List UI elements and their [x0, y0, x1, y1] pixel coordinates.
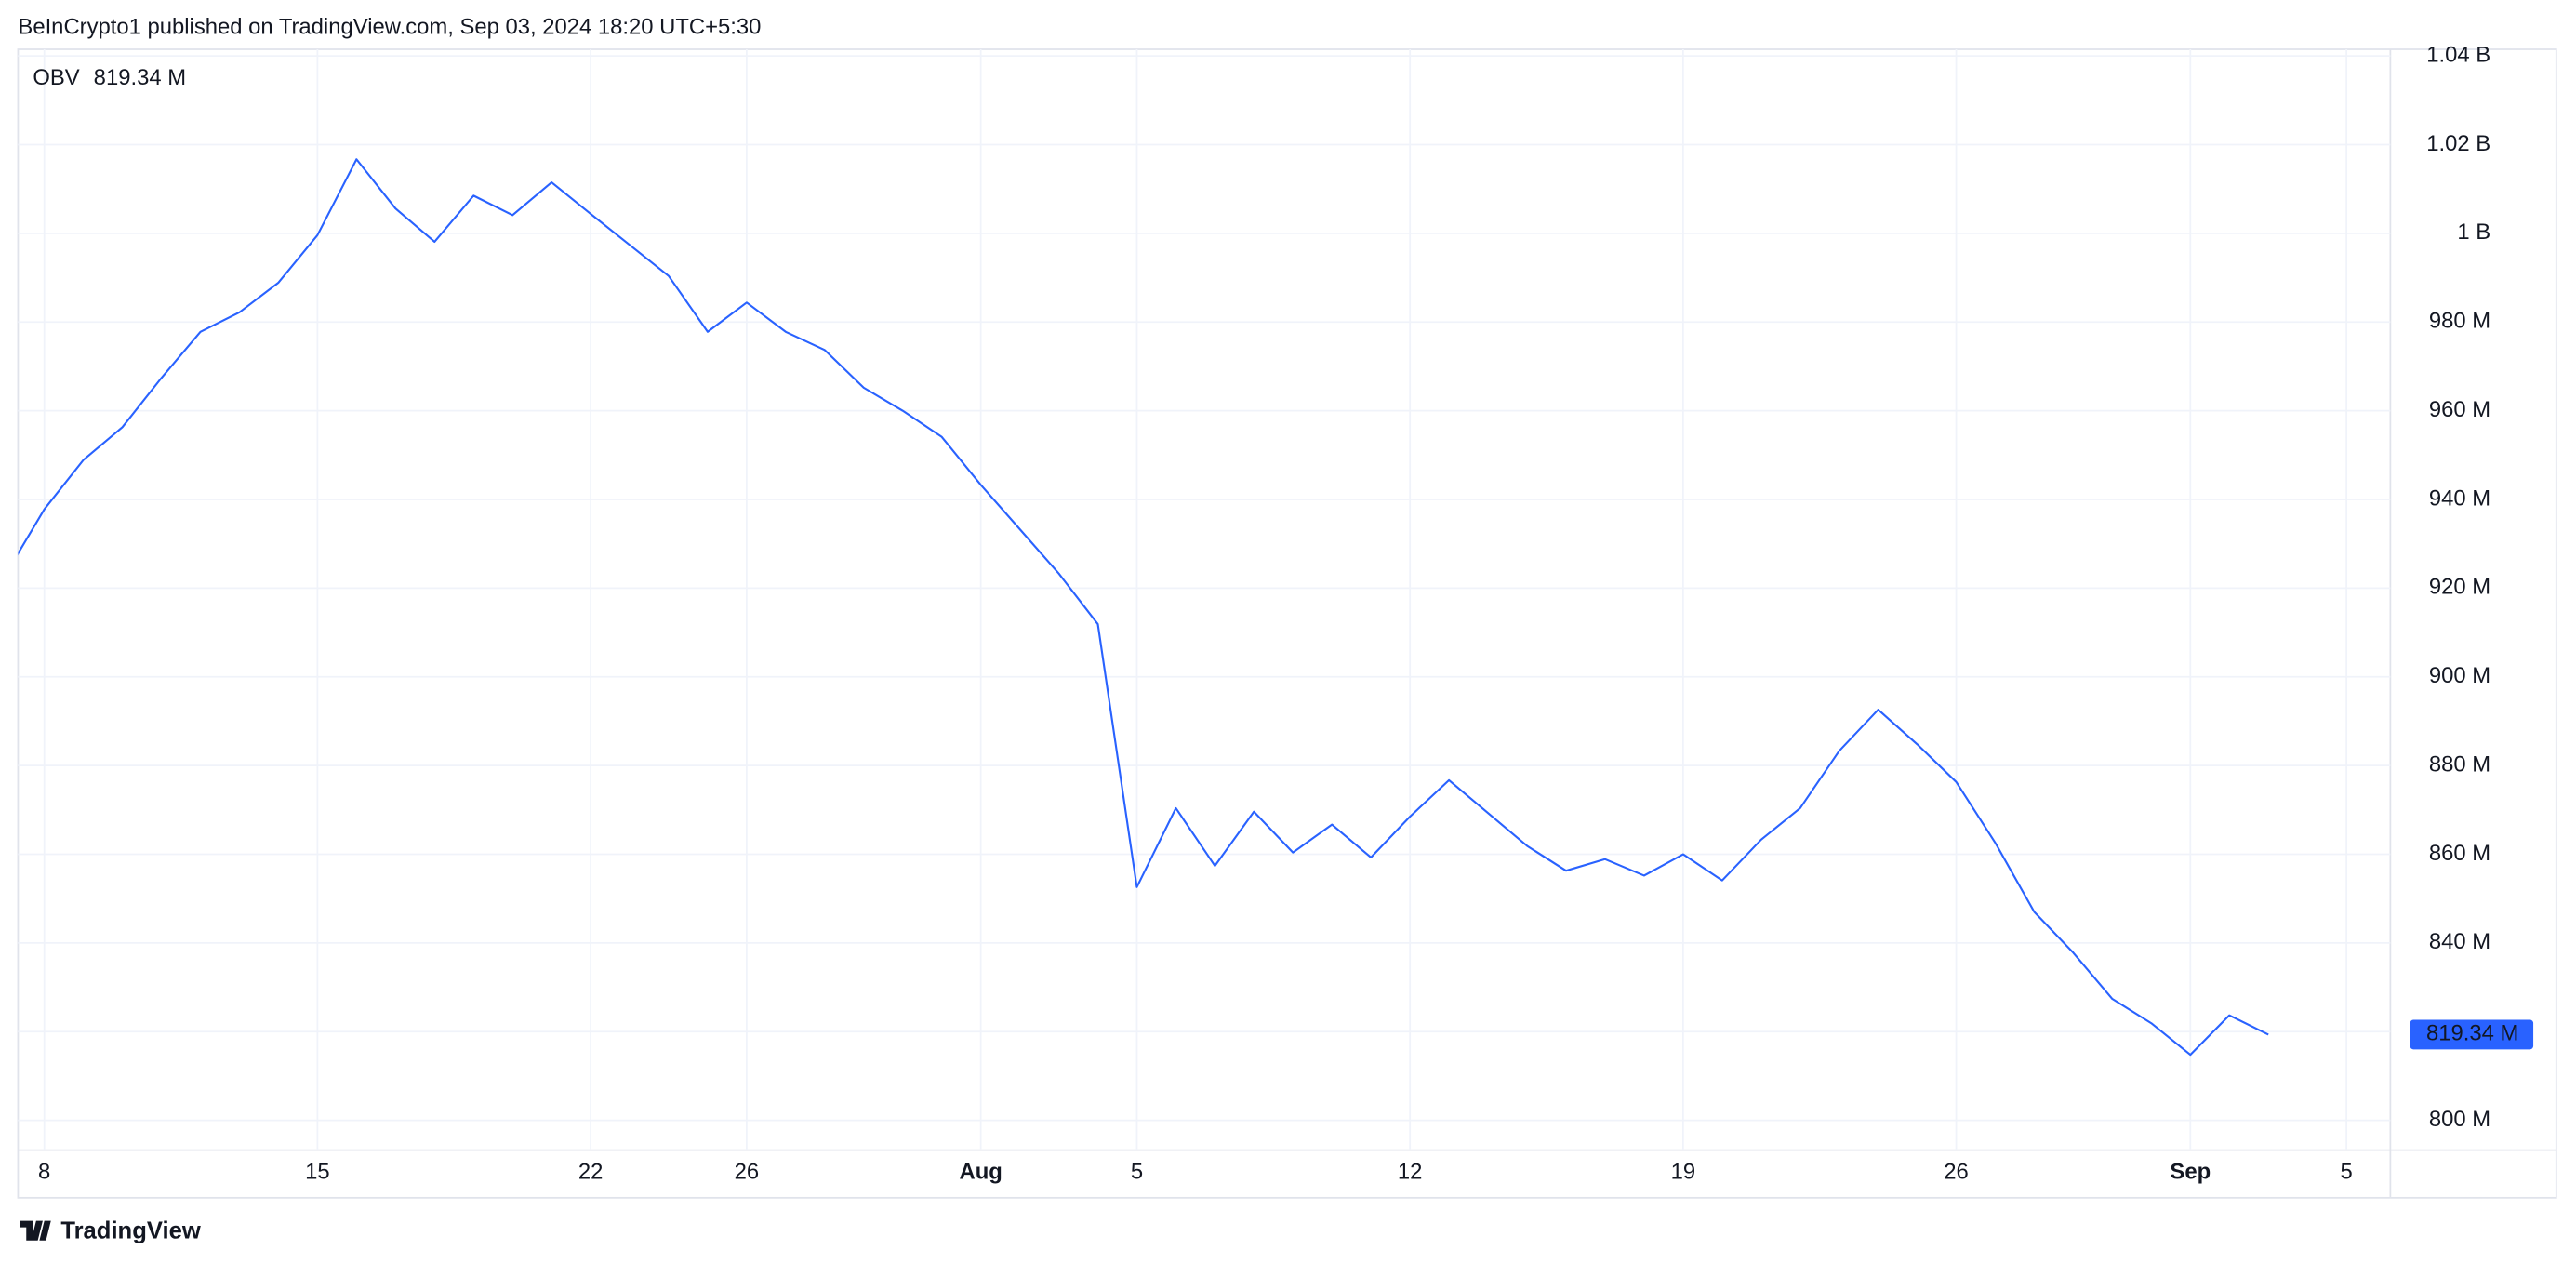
y-tick-label: 960 M	[2429, 397, 2490, 422]
y-tick-label: 900 M	[2429, 663, 2490, 688]
x-tick-label: 15	[305, 1160, 330, 1185]
publish-header: BeInCrypto1 published on TradingView.com…	[18, 14, 761, 39]
y-tick-label: 1.02 B	[2426, 131, 2490, 156]
chart-frame	[17, 48, 2557, 1199]
y-tick-label: 1.04 B	[2426, 42, 2490, 67]
legend-value: 819.34 M	[94, 65, 186, 90]
legend-name: OBV	[33, 65, 79, 90]
x-tick-label: 8	[38, 1160, 50, 1185]
x-tick-label: Sep	[2170, 1160, 2211, 1185]
x-tick-label: 5	[2340, 1160, 2352, 1185]
last-value-badge	[2410, 1019, 2534, 1050]
y-tick-label: 880 M	[2429, 751, 2490, 777]
y-tick-label: 860 M	[2429, 841, 2490, 866]
x-tick-label: Aug	[959, 1160, 1002, 1185]
x-tick-label: 19	[1671, 1160, 1696, 1185]
y-tick-label: 940 M	[2429, 485, 2490, 511]
grid	[18, 49, 2391, 1150]
y-tick-label: 1 B	[2457, 219, 2490, 245]
y-tick-label: 840 M	[2429, 929, 2490, 954]
x-tick-label: 12	[1398, 1160, 1423, 1185]
y-tick-label: 920 M	[2429, 575, 2490, 600]
y-tick-label: 980 M	[2429, 309, 2490, 334]
obv-line	[18, 158, 2269, 1057]
plot	[18, 158, 2269, 1057]
x-tick-label: 22	[578, 1160, 604, 1185]
y-tick-label: 800 M	[2429, 1107, 2490, 1132]
x-tick-label: 26	[735, 1160, 760, 1185]
tradingview-logo: TradingView	[20, 1218, 201, 1244]
last-value-label: 819.34 M	[2426, 1021, 2518, 1046]
x-tick-label: 5	[1131, 1160, 1143, 1185]
x-tick-label: 26	[1944, 1160, 1969, 1185]
brand: TradingView	[60, 1218, 200, 1244]
